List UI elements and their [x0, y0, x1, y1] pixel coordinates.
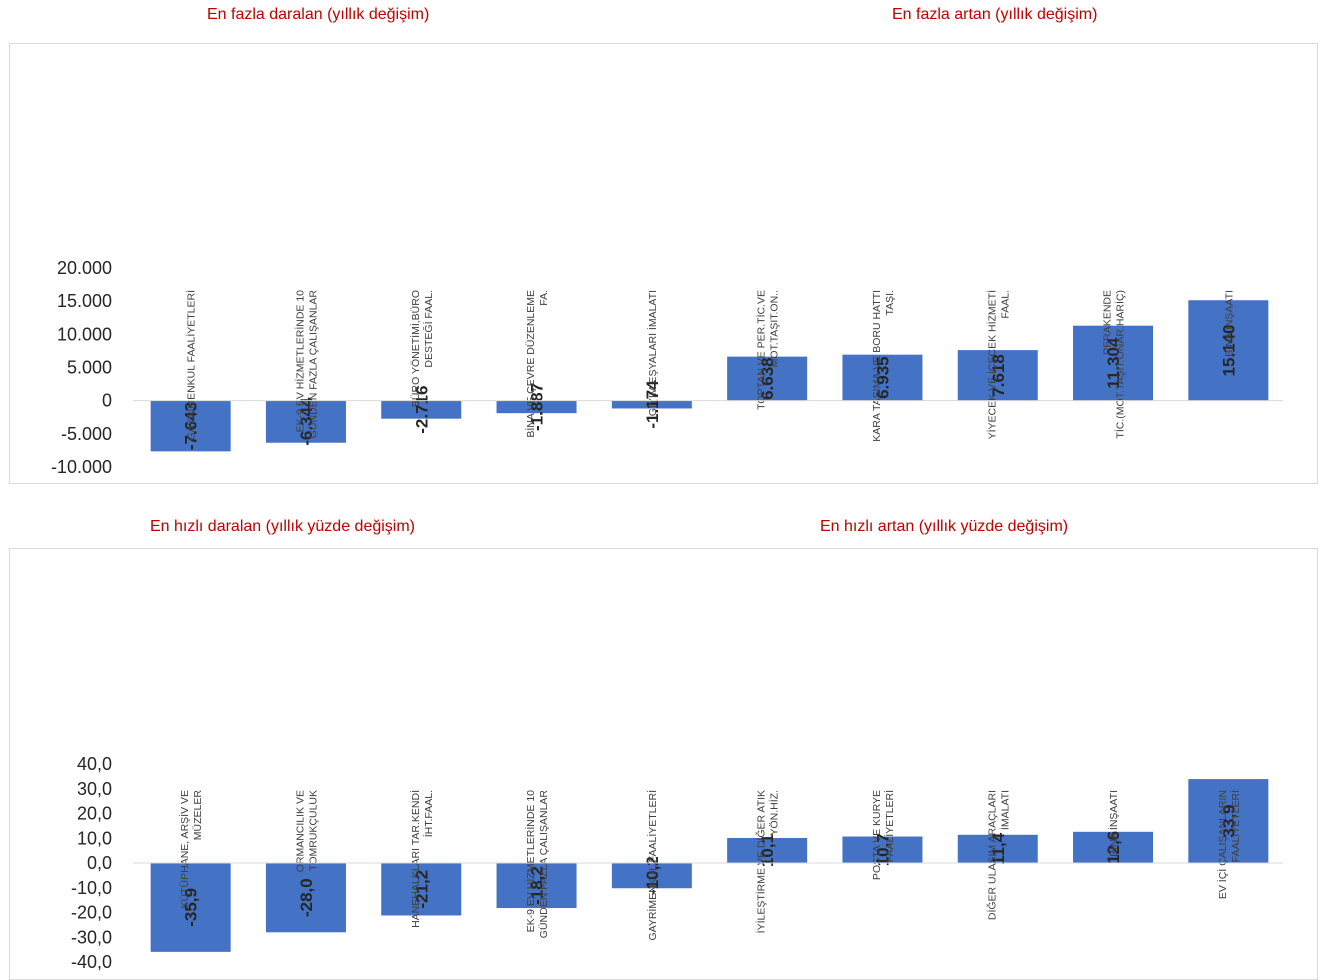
category-label: EK-9 EV HİZMETLERİNDE 10GÜNDEN FAZLA ÇAL… [524, 790, 550, 939]
category-label: BİNA İNŞAATI [1222, 290, 1235, 357]
category-label: BİNA İNŞAATI [1107, 790, 1120, 857]
data-label: -21,2 [412, 870, 431, 909]
bar [381, 863, 462, 916]
y-tick-label: 10,0 [77, 828, 112, 848]
data-label: -1.174 [643, 380, 662, 429]
bar [1188, 300, 1269, 401]
category-label: BÜRO YÖNETİMİ,BÜRODESTEĞİ FAAL. [409, 290, 435, 407]
category-label: GİYİM EŞYALARI İMALATI [646, 290, 659, 416]
data-label: -7.643 [182, 402, 201, 450]
y-tick-label: 30,0 [77, 779, 112, 799]
data-label: 7.618 [989, 354, 1008, 397]
y-tick-label: 20,0 [77, 804, 112, 824]
y-tick-label: -20,0 [71, 903, 112, 923]
y-tick-label: -10,0 [71, 878, 112, 898]
y-tick-label: -30,0 [71, 927, 112, 947]
data-label: 12,6 [1104, 831, 1123, 864]
category-label: DİĞER ULAŞIM ARAÇLARIİMALATI [985, 790, 1011, 920]
bar [496, 863, 577, 909]
category-label: TOPTAN VE PER.TİC.VEMOT.TAŞIT.ON.. [755, 290, 781, 410]
category-label: YİYECEK VE İÇECEK HİZMETİFAAL. [985, 290, 1011, 439]
bar [496, 400, 577, 414]
bar [1073, 831, 1154, 863]
category-label: POSTA VE KURYEFAALİYETLERİ [871, 790, 896, 880]
data-label: 15.140 [1219, 324, 1238, 376]
data-label: -6.344 [297, 397, 316, 446]
bar [727, 356, 808, 401]
category-label: PERAKENDETİC.(MOT.TAŞIT.ONAR.HARİÇ) [1102, 290, 1127, 439]
top-left-heading: En fazla daralan (yıllık değişim) [207, 6, 430, 23]
data-label: 6.935 [873, 356, 892, 399]
category-label: GAYRİMENKUL FAALİYETLERİ [185, 290, 198, 441]
data-label: -10,2 [643, 856, 662, 895]
data-label: 11.304 [1104, 337, 1123, 389]
category-label: ORMANCILIK VETOMRUKÇULUK [294, 790, 319, 872]
data-label: 33,9 [1219, 805, 1238, 838]
y-tick-label: 10.000 [57, 324, 112, 344]
y-tick-label: 0,0 [87, 853, 112, 873]
bottom-left-heading: En hızlı daralan (yıllık yüzde değişim) [150, 518, 415, 535]
y-tick-label: 20.000 [57, 258, 112, 278]
data-label: 6.638 [758, 357, 777, 400]
bar [611, 863, 692, 889]
bar [842, 836, 923, 863]
y-tick-label: -10.000 [51, 457, 112, 477]
bar [842, 354, 923, 401]
bar [727, 838, 808, 863]
data-label: -35,9 [182, 888, 201, 927]
y-tick-label: -5.000 [61, 424, 112, 444]
category-label: KARA TAŞIMA.VE BORU HATTITAŞI. [871, 290, 896, 442]
bar [265, 400, 346, 443]
bar [150, 863, 231, 952]
category-label: GAYRİMENKUL FAALİYETLERİ [646, 790, 659, 941]
data-label: -18,2 [528, 866, 547, 905]
bar [381, 400, 462, 419]
bottom-right-heading: En hızlı artan (yıllık yüzde değişim) [820, 518, 1069, 535]
data-label: -2.716 [412, 386, 431, 434]
bar [957, 350, 1038, 401]
category-label: HANEHALKLARI TAR.KENDİİHT.FAAL. [409, 790, 435, 928]
y-tick-label: 15.000 [57, 291, 112, 311]
y-tick-label: -40,0 [71, 952, 112, 972]
top-right-heading: En fazla artan (yıllık değişim) [892, 6, 1098, 23]
bar [611, 400, 692, 409]
data-label: 10,7 [873, 833, 892, 866]
bar [957, 834, 1038, 863]
bar [150, 400, 231, 452]
bar [265, 863, 346, 933]
category-label: KÜTÜPHANE, ARŞİV VEMÜZELER [178, 790, 204, 909]
bar [1188, 779, 1269, 863]
y-tick-label: 40,0 [77, 754, 112, 774]
y-tick-label: 0 [102, 391, 112, 411]
y-tick-label: 5.000 [67, 358, 112, 378]
data-label: 11,4 [989, 832, 1008, 865]
data-label: -28,0 [297, 878, 316, 917]
bar [1073, 325, 1154, 401]
category-label: EV İÇİ ÇALIŞANLARINFAALİYETLERİ [1216, 790, 1242, 899]
data-label: -1.887 [528, 383, 547, 431]
category-label: İYİLEŞTİRME VE DİĞER ATIKYÖN.HİZ. [755, 790, 781, 933]
data-label: 10,1 [758, 834, 777, 867]
